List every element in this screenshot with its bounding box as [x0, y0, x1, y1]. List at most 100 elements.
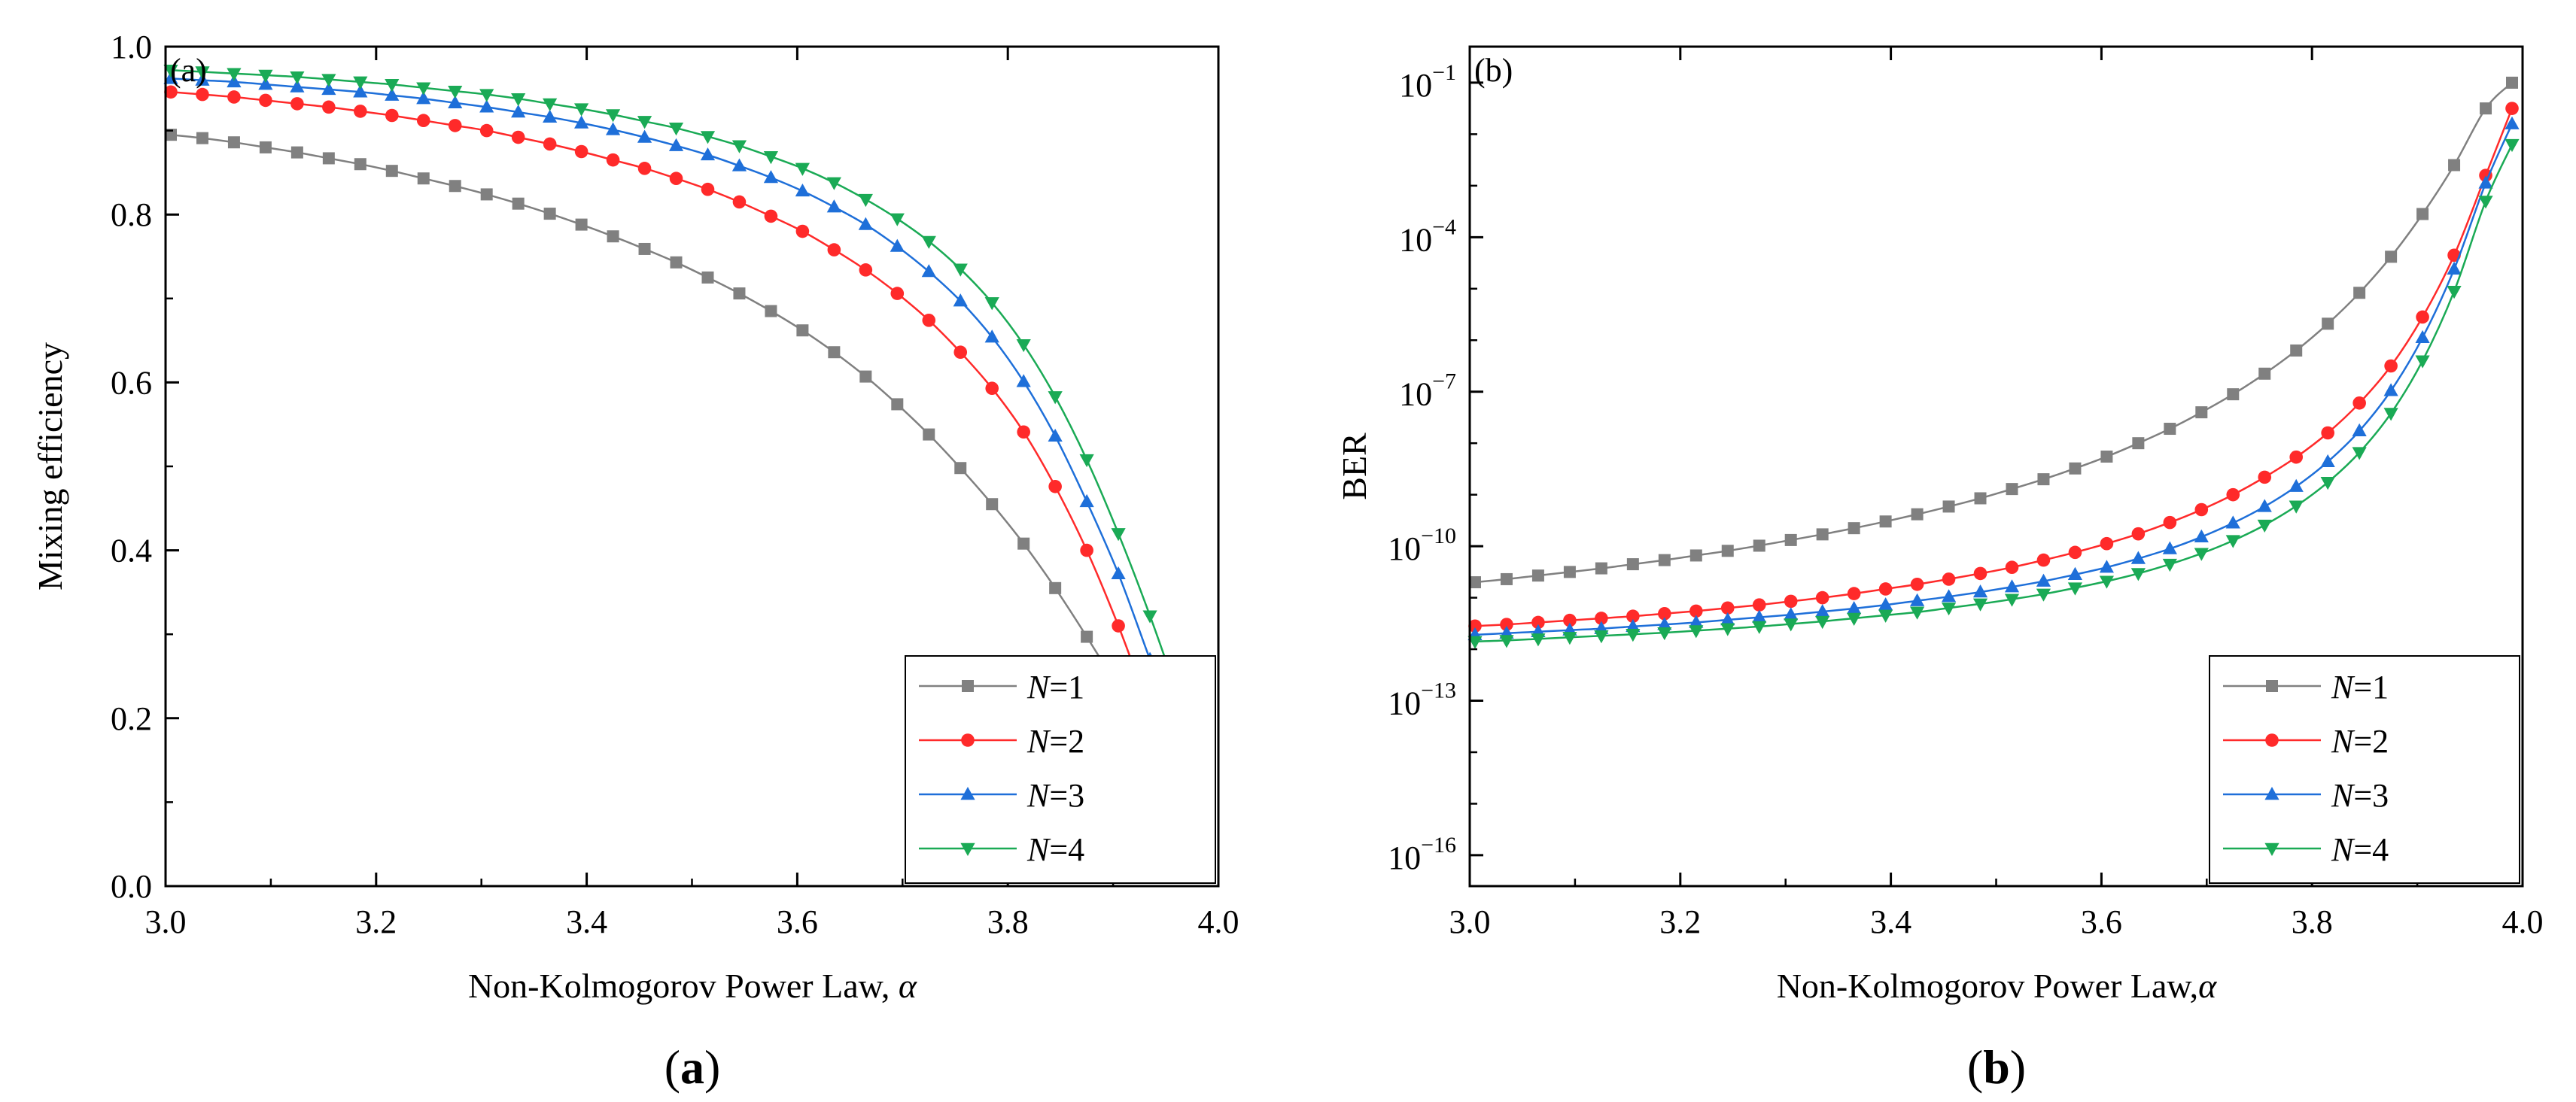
panel-a-data-point-n2	[416, 114, 430, 128]
panel-a-data-point-n4	[479, 89, 494, 102]
panel-b-data-point-n3	[1878, 597, 1893, 611]
panel-a-data-point-n1	[543, 208, 556, 220]
panel-b-data-point-n2	[2036, 553, 2051, 567]
panel-b-data-point-n1	[1563, 566, 1576, 578]
panel-b-data-point-n2	[1752, 598, 1766, 612]
panel-a-data-point-n3	[574, 115, 589, 129]
panel-a-data-point-n2	[479, 123, 494, 138]
panel-a-data-point-n2	[985, 381, 999, 396]
panel-a-data-point-n4	[763, 150, 779, 165]
panel-b-legend-label-n1: N=1	[2331, 669, 2389, 706]
panel-b-data-point-n2	[2131, 527, 2146, 541]
panel-a-y-tick-label: 0.8	[111, 196, 152, 233]
panel-a-data-point-n4	[668, 123, 684, 136]
panel-a-data-point-n4	[984, 297, 999, 311]
panel-b-data-point-n1	[1531, 569, 1544, 582]
panel-b-data-point-n1	[1626, 558, 1639, 571]
panel-b-legend-label-n3: N=3	[2331, 777, 2389, 814]
panel-b-x-tick-label: 3.4	[1870, 903, 1911, 940]
panel-a-data-point-n2	[1048, 479, 1062, 493]
panel-a-data-point-n1	[417, 172, 430, 185]
panel-b-data-point-n3	[2099, 560, 2114, 573]
panel-b-data-point-n2	[2194, 502, 2209, 517]
panel-b-data-point-n1	[2353, 287, 2366, 299]
panel-b-data-point-n4	[1815, 615, 1830, 630]
panel-b-data-point-n1	[1911, 508, 1924, 521]
panel-b-data-point-n3	[1784, 607, 1799, 621]
panel-a-data-point-n3	[795, 183, 810, 197]
panel-a-data-point-n3	[479, 99, 494, 113]
panel-a-data-point-n3	[890, 238, 905, 252]
panel-a-data-point-n3	[605, 122, 621, 135]
panel-b-data-point-n1	[1942, 500, 1955, 513]
panel-a-data-point-n4	[258, 69, 273, 83]
panel-a-y-tick-label: 0.0	[111, 868, 152, 905]
panel-a-data-point-n4	[1016, 338, 1031, 353]
panel-b-data-point-n3	[2257, 499, 2272, 512]
panel-b-y-tick-label: 10−10	[1388, 524, 1456, 567]
panel-b-data-point-n3	[2004, 579, 2020, 593]
panel-b-data-point-n3	[1689, 615, 1704, 628]
panel-a-data-point-n4	[826, 177, 841, 190]
panel-b-data-point-n2	[1531, 615, 1545, 630]
panel-b-data-point-n4	[1689, 625, 1704, 639]
panel-b-data-point-n3	[2036, 573, 2051, 587]
panel-a-y-tick-label: 0.2	[111, 700, 152, 737]
panel-b-data-point-n1	[1784, 533, 1797, 546]
panel-a-legend-marker-n1	[962, 680, 974, 692]
panel-b-data-point-n2	[2005, 560, 2019, 574]
panel-a-data-point-n3	[543, 109, 558, 123]
panel-b-data-point-n1	[2385, 250, 2398, 263]
panel-b-y-tick-label: 10−4	[1399, 214, 1456, 258]
panel-a-data-point-n1	[986, 498, 999, 511]
panel-a-data-point-n4	[511, 93, 526, 107]
panel-a-data-point-n3	[385, 87, 400, 101]
panel-b-x-axis-title: Non-Kolmogorov Power Law,α	[1777, 967, 2217, 1005]
panel-b-data-point-n1	[2290, 344, 2303, 357]
panel-a-data-point-n3	[763, 170, 779, 184]
panel-a-data-point-n1	[701, 271, 714, 284]
panel-a-data-point-n2	[290, 97, 304, 111]
panel-b-data-point-n2	[2068, 545, 2082, 560]
panel-b-data-point-n2	[2226, 487, 2240, 502]
panel-b-data-point-n1	[1879, 515, 1892, 528]
panel-b-data-point-n1	[1721, 545, 1734, 557]
panel-a-data-point-n4	[353, 76, 368, 90]
panel-b-data-point-n2	[1784, 594, 1798, 609]
panel-a-x-tick-label: 3.2	[355, 903, 397, 940]
panel-b-series-line-n2	[1474, 108, 2514, 627]
panel-a-data-point-n1	[954, 462, 967, 475]
panel-b-data-point-n4	[1562, 632, 1577, 645]
panel-b-legend-label-n2: N=2	[2331, 723, 2389, 760]
panel-a-data-point-n3	[984, 329, 999, 343]
panel-b-data-point-n4	[1847, 612, 1862, 626]
panel-b-data-point-n3	[1909, 593, 1925, 606]
panel-b-data-point-n3	[1815, 604, 1830, 618]
panel-b-data-point-n3	[1941, 589, 1957, 603]
panel-a-data-point-n1	[227, 136, 240, 149]
panel-b-data-point-n4	[1909, 606, 1925, 620]
panel-b-data-point-n3	[1626, 618, 1641, 633]
panel-a-legend-marker-n3	[960, 787, 975, 800]
panel-b-data-point-n4	[2130, 568, 2146, 581]
panel-a-data-point-n3	[826, 199, 841, 213]
panel-b-legend-marker-n2	[2265, 733, 2279, 747]
panel-b-legend-marker-n4	[2264, 842, 2279, 856]
panel-b-y-axis-title: BER	[1335, 433, 1373, 500]
panel-a-data-point-n2	[606, 153, 620, 167]
panel-b-data-point-n3	[2447, 261, 2462, 275]
panel-b-series-line-n1	[1474, 81, 2513, 584]
panel-b-y-tick-label: 10−13	[1388, 679, 1456, 722]
panel-b-data-point-n2	[1847, 587, 1861, 600]
panel-b-data-point-n3	[2352, 423, 2367, 436]
panel-b-data-point-n3	[1752, 609, 1767, 623]
panel-b-data-point-n4	[2067, 582, 2083, 596]
panel-b-data-point-n4	[1878, 609, 1893, 623]
panel-b-caption: (b)	[1967, 1040, 2026, 1094]
panel-a-data-point-n1	[828, 346, 841, 359]
panel-a-data-point-n3	[258, 77, 273, 90]
panel-a-data-point-n3	[511, 105, 526, 118]
panel-b-data-point-n4	[1626, 629, 1641, 642]
panel-b-data-point-n1	[2258, 367, 2271, 380]
panel-b-data-point-n2	[1563, 613, 1577, 627]
